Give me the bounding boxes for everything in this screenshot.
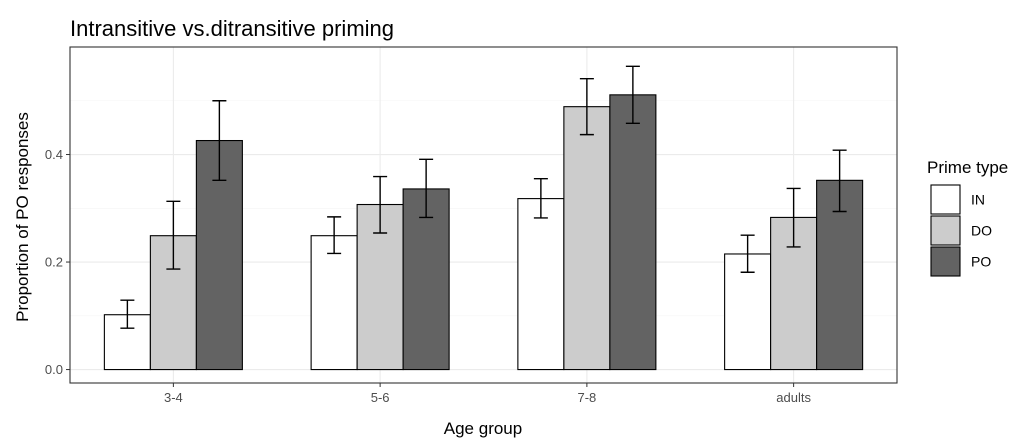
- legend-label-do: DO: [971, 223, 992, 239]
- x-tick-label: 5-6: [371, 390, 390, 405]
- y-tick-label: 0.0: [45, 362, 63, 377]
- y-tick-label: 0.4: [45, 147, 63, 162]
- legend-label-po: PO: [971, 254, 991, 270]
- error-bar-do-adults: [786, 187, 801, 248]
- legend-label-in: IN: [971, 192, 985, 208]
- bar-do-7-8: [563, 106, 611, 371]
- error-bar-do-7-8: [579, 78, 594, 136]
- error-bar-in-7-8: [533, 178, 548, 219]
- error-bar-in-adults: [740, 234, 755, 273]
- error-bar-po-7-8: [625, 65, 640, 125]
- chart-title: Intransitive vs.ditransitive priming: [70, 16, 394, 41]
- x-tick-label: 3-4: [164, 390, 183, 405]
- legend-key-do: [930, 215, 961, 246]
- bars-group: [103, 94, 864, 371]
- error-bar-po-3-4: [212, 100, 227, 182]
- error-bar-in-5-6: [327, 216, 342, 255]
- legend-key-po: [930, 246, 961, 277]
- legend-title: Prime type: [927, 158, 1008, 177]
- bar-in-7-8: [517, 198, 565, 371]
- legend: Prime type IN DO PO: [927, 158, 1008, 277]
- x-tick-label: adults: [776, 390, 811, 405]
- error-bar-in-3-4: [120, 299, 135, 329]
- bar-po-7-8: [609, 94, 657, 371]
- error-bar-po-5-6: [419, 158, 434, 219]
- error-bar-do-3-4: [166, 200, 181, 270]
- error-bar-do-5-6: [373, 175, 388, 234]
- legend-key-in: [930, 184, 961, 215]
- y-axis-title: Proportion of PO responses: [13, 112, 32, 322]
- y-tick-label: 0.2: [45, 255, 63, 270]
- axes-group: 0.0 0.2 0.4 3-4 5-6 7-8 adults: [45, 147, 812, 405]
- x-axis-title: Age group: [444, 419, 522, 438]
- x-tick-label: 7-8: [577, 390, 596, 405]
- bar-in-5-6: [310, 235, 358, 371]
- error-bar-po-adults: [832, 149, 847, 213]
- bar-po-5-6: [402, 188, 450, 371]
- bar-do-3-4: [149, 235, 197, 371]
- error-bars-group: [120, 65, 847, 329]
- bar-in-adults: [724, 253, 772, 371]
- panel-border: [69, 46, 898, 384]
